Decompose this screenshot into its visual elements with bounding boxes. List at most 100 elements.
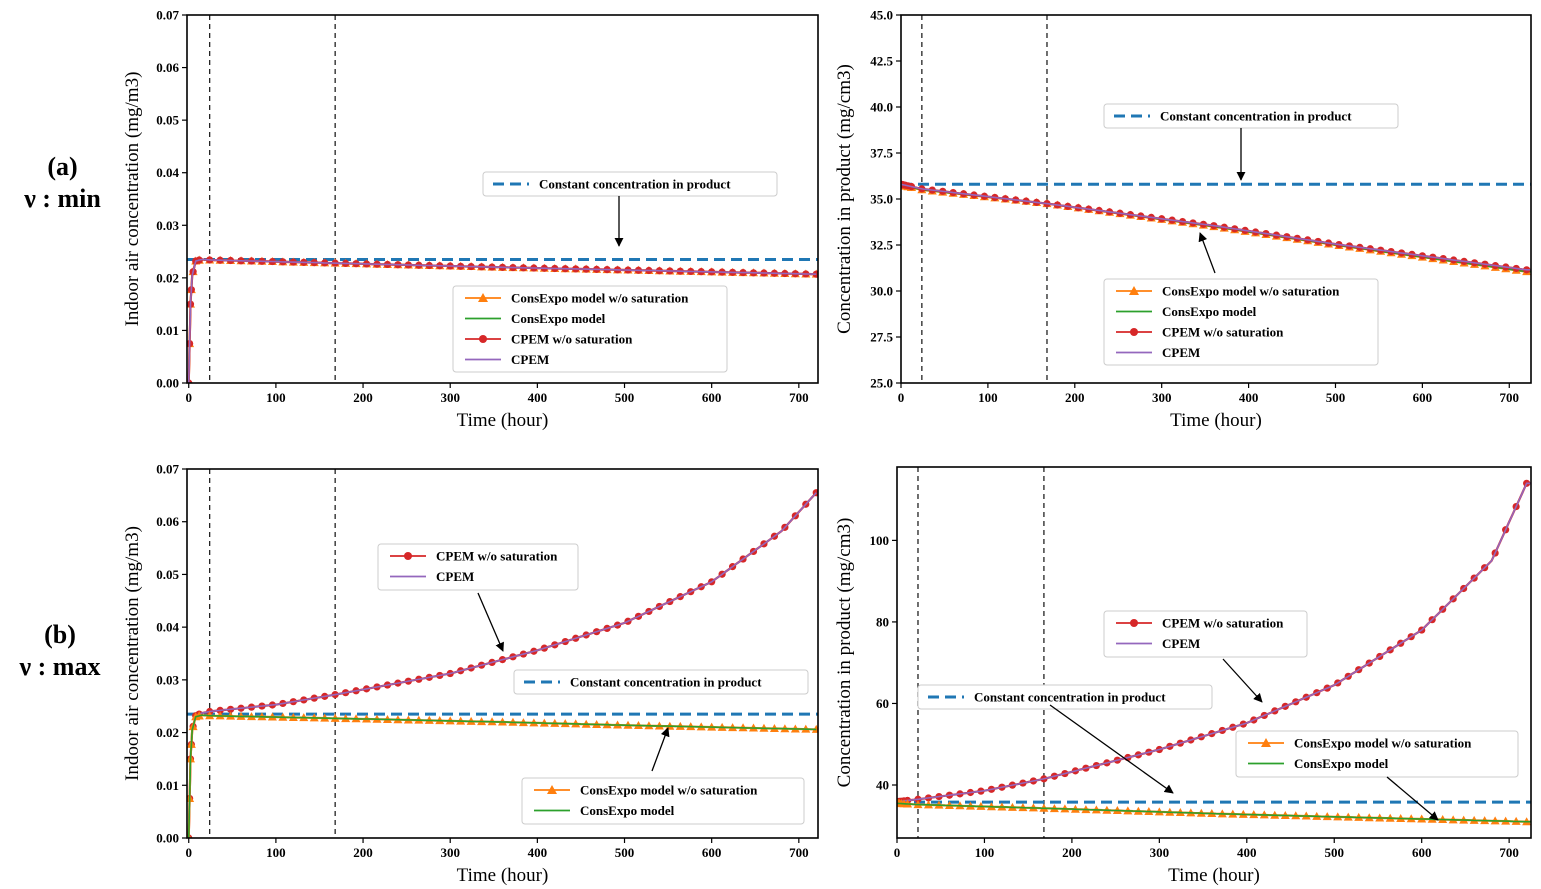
y-tick-label: 100 — [870, 533, 890, 548]
x-tick-label: 100 — [978, 390, 998, 405]
annotation-arrow — [1198, 232, 1216, 274]
x-tick-label: 500 — [615, 845, 635, 860]
y-tick-label: 0.03 — [156, 218, 179, 233]
x-tick-label: 400 — [1237, 845, 1257, 860]
legend-box-constant — [1103, 103, 1399, 129]
legend-marker — [478, 293, 488, 302]
y-tick-label: 0.04 — [156, 165, 179, 180]
series-line-consexpo-model — [897, 802, 1531, 823]
y-tick-label: 0.07 — [156, 8, 179, 23]
row-nu-a: ν : min — [24, 184, 101, 213]
x-tick-label: 300 — [1152, 390, 1172, 405]
legend-marker — [1130, 619, 1138, 627]
legend-label: ConsExpo model — [511, 311, 606, 326]
x-tick-label: 100 — [266, 845, 286, 860]
x-tick-label: 0 — [898, 390, 905, 405]
x-tick-label: 300 — [440, 390, 460, 405]
legend-box-constant — [917, 684, 1213, 710]
y-tick-label: 0.02 — [156, 270, 179, 285]
legend-label-constant: Constant concentration in product — [539, 177, 731, 192]
x-tick-label: 400 — [528, 390, 548, 405]
series-line-consexpo-model — [187, 714, 817, 838]
legend-marker — [1261, 738, 1271, 747]
x-tick-label: 700 — [1500, 390, 1520, 405]
y-axis-label: Concentration in product (mg/cm3) — [834, 64, 855, 334]
x-axis-label: Time (hour) — [457, 865, 549, 886]
x-tick-label: 600 — [702, 390, 722, 405]
y-tick-label: 80 — [876, 614, 889, 629]
y-axis-label: Concentration in product (mg/cm3) — [834, 518, 855, 788]
y-axis-label: Indoor air concentration (mg/m3) — [122, 72, 143, 327]
legend-box — [1235, 730, 1519, 778]
x-axis-label: Time (hour) — [1168, 865, 1260, 886]
y-tick-label: 30.0 — [870, 284, 893, 299]
row-tag-b: (b) — [44, 620, 76, 649]
x-tick-label: 100 — [266, 390, 286, 405]
legend-label: ConsExpo model w/o saturation — [1294, 736, 1472, 751]
x-tick-label: 700 — [1499, 845, 1519, 860]
x-tick-label: 400 — [1239, 390, 1259, 405]
x-axis-label: Time (hour) — [457, 410, 549, 431]
row-label-a: (a) ν : min — [0, 152, 125, 214]
y-tick-label: 37.5 — [870, 146, 893, 161]
x-tick-label: 0 — [185, 390, 192, 405]
y-tick-label: 42.5 — [870, 54, 893, 69]
annotation-arrow — [1049, 704, 1174, 794]
legend-label: CPEM w/o saturation — [511, 332, 633, 347]
chart-b-air: 0 100 200 300 400 500 600 700 0.00 0.01 0.02 0.03 0.… — [122, 462, 819, 886]
chart-b-prod: 0 100 200 300 400 500 600 700 40 60 80 100 Time (hou… — [834, 466, 1532, 886]
y-tick-label: 0.05 — [156, 567, 179, 582]
x-tick-label: 500 — [615, 390, 635, 405]
series-line-cpem — [187, 492, 817, 838]
legend-label-constant: Constant concentration in product — [974, 690, 1166, 705]
x-tick-label: 600 — [1413, 390, 1433, 405]
y-tick-label: 40.0 — [870, 100, 893, 115]
y-tick-label: 0.04 — [156, 620, 179, 635]
x-tick-label: 300 — [1150, 845, 1170, 860]
x-tick-label: 200 — [353, 390, 373, 405]
x-tick-label: 600 — [1412, 845, 1432, 860]
row-nu-b: ν : max — [19, 652, 101, 681]
y-tick-label: 0.00 — [156, 376, 179, 391]
y-tick-label: 60 — [876, 696, 889, 711]
legend-marker — [479, 335, 487, 343]
plot-area — [901, 15, 1531, 383]
legend-marker — [1130, 328, 1138, 336]
legend-marker — [1129, 286, 1139, 295]
y-tick-label: 0.02 — [156, 725, 179, 740]
x-tick-label: 700 — [789, 390, 809, 405]
legend-box — [452, 285, 728, 373]
legend-label: ConsExpo model w/o saturation — [1162, 284, 1340, 299]
legend-label: ConsExpo model w/o saturation — [511, 291, 689, 306]
x-tick-label: 0 — [894, 845, 901, 860]
chart-a-air: 0 100 200 300 400 500 600 700 0.00 0.01 0.02 0.03 0.… — [122, 8, 819, 431]
legend-marker — [547, 785, 557, 794]
legend-box — [1103, 610, 1308, 658]
x-tick-label: 200 — [1062, 845, 1082, 860]
y-tick-label: 35.0 — [870, 192, 893, 207]
y-tick-label: 32.5 — [870, 238, 893, 253]
y-tick-label: 0.06 — [156, 60, 179, 75]
y-tick-label: 40 — [876, 778, 889, 793]
x-axis-label: Time (hour) — [1170, 410, 1262, 431]
legend-label: CPEM w/o saturation — [436, 549, 558, 564]
series-line-cpem — [187, 258, 817, 383]
x-tick-label: 300 — [440, 845, 460, 860]
annotation-arrow — [1222, 658, 1263, 703]
legend-box-constant — [482, 171, 778, 197]
legend-label: ConsExpo model w/o saturation — [580, 783, 758, 798]
plot-area — [187, 15, 818, 383]
y-tick-label: 27.5 — [870, 330, 893, 345]
legend-label: CPEM w/o saturation — [1162, 325, 1284, 340]
legend-label: ConsExpo model — [580, 803, 675, 818]
y-tick-label: 45.0 — [870, 8, 893, 23]
legend-label-constant: Constant concentration in product — [570, 675, 762, 690]
y-tick-label: 0.05 — [156, 113, 179, 128]
x-tick-label: 700 — [789, 845, 809, 860]
x-tick-label: 200 — [353, 845, 373, 860]
legend-box — [1103, 278, 1379, 366]
series-line-cpem — [897, 482, 1531, 803]
legend-label: CPEM — [511, 352, 549, 367]
y-tick-label: 0.06 — [156, 514, 179, 529]
